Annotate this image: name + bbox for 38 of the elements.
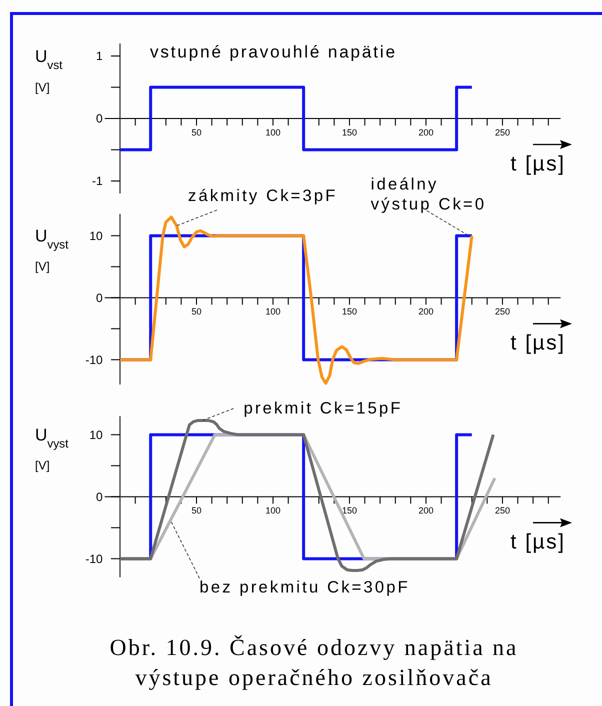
- annotation: prekmit Ck=15pF: [244, 399, 403, 418]
- x-axis-title: t [µs]: [510, 530, 566, 554]
- x-tick-label: 200: [418, 128, 434, 138]
- x-tick-label: 200: [418, 306, 434, 317]
- line-series: [118, 216, 474, 385]
- x-tick-label: 100: [265, 306, 280, 317]
- y-tick-label: -10: [85, 552, 104, 566]
- annotation: zákmity Ck=3pF: [188, 186, 338, 205]
- annotation: ideálny výstup Ck=0: [370, 176, 486, 214]
- y-tick-label: -1: [92, 174, 104, 188]
- x-tick-label: 150: [342, 128, 357, 138]
- line-series: [118, 418, 495, 572]
- y-axis-title: U$_{vyst}$ [V]: [35, 426, 70, 473]
- x-tick-label: 150: [342, 306, 357, 317]
- y-tick-label: -10: [85, 352, 104, 367]
- y-axis-title: U$_{vst}$ [V]: [35, 47, 64, 94]
- x-tick-label: 250: [494, 128, 510, 138]
- x-axis-title: t [µs]: [510, 332, 566, 355]
- chart-title: vstupné pravouhlé napätie: [150, 42, 397, 62]
- x-axis-title: t [µs]: [510, 152, 566, 176]
- x-tick-label: 100: [265, 506, 280, 516]
- x-tick-label: 50: [191, 506, 202, 516]
- text: Obr. 10.9. Časové odozvy napätia na výstupe operačného zosilňovača: [110, 635, 518, 690]
- annotation: bez prekmitu Ck=30pF: [199, 578, 410, 596]
- x-tick-label: 50: [191, 306, 202, 317]
- x-tick-label: 250: [494, 306, 510, 317]
- y-tick-label: 10: [89, 428, 104, 442]
- x-tick-label: 100: [265, 128, 280, 138]
- y-axis-title: U$_{vyst}$ [V]: [35, 226, 70, 274]
- y-tick-label: 10: [89, 228, 104, 243]
- y-tick-label: 0: [96, 290, 104, 305]
- x-tick-label: 50: [191, 128, 202, 138]
- y-tick-label: 1: [96, 49, 104, 64]
- y-tick-label: 0: [96, 112, 104, 126]
- y-tick-label: 0: [96, 490, 104, 504]
- x-tick-label: 150: [342, 506, 357, 516]
- x-tick-label: 200: [418, 506, 434, 516]
- x-tick-label: 250: [494, 506, 510, 516]
